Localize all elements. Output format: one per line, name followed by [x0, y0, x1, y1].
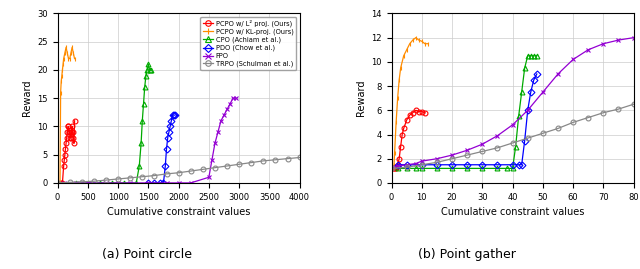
Legend: PCPO w/ L² proj. (Ours), PCPO w/ KL-proj. (Ours), CPO (Achiam et al.), PDO (Chow: PCPO w/ L² proj. (Ours), PCPO w/ KL-proj… [200, 17, 296, 70]
X-axis label: Cumulative constraint values: Cumulative constraint values [441, 207, 584, 217]
X-axis label: Cumulative constraint values: Cumulative constraint values [107, 207, 250, 217]
Y-axis label: Reward: Reward [22, 80, 32, 116]
Text: (b) Point gather: (b) Point gather [419, 248, 516, 261]
Y-axis label: Reward: Reward [356, 80, 366, 116]
Text: (a) Point circle: (a) Point circle [102, 248, 192, 261]
